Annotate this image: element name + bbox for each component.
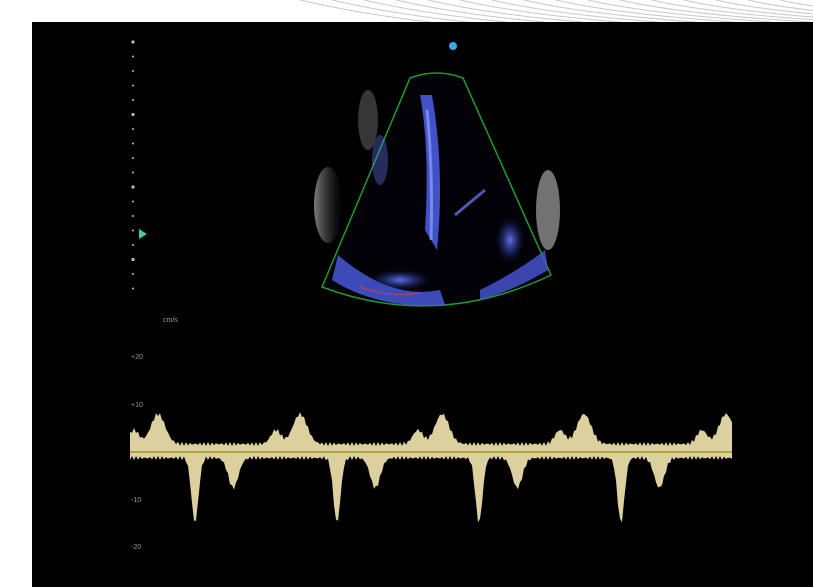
decor-line bbox=[491, 0, 659, 23]
decor-line bbox=[683, 0, 813, 18]
depth-dot bbox=[132, 142, 134, 145]
depth-dot bbox=[132, 287, 134, 290]
decor-line bbox=[363, 0, 507, 23]
decor-line bbox=[779, 0, 813, 7]
depth-dot bbox=[131, 185, 135, 189]
depth-dot bbox=[131, 257, 135, 262]
depth-markers bbox=[131, 40, 135, 290]
depth-dot bbox=[131, 112, 135, 117]
decor-line bbox=[651, 0, 813, 21]
scale-label: -10 bbox=[131, 497, 141, 504]
decor-line bbox=[715, 0, 813, 15]
decor-line bbox=[331, 0, 469, 23]
depth-dot bbox=[132, 128, 134, 130]
depth-dot bbox=[132, 84, 134, 87]
decor-line bbox=[459, 0, 621, 23]
depth-dot bbox=[132, 273, 134, 275]
depth-dot bbox=[132, 229, 134, 232]
scale-label: -20 bbox=[131, 544, 141, 551]
orientation-marker bbox=[449, 42, 457, 50]
color-flow bbox=[332, 95, 548, 306]
tissue bbox=[536, 170, 560, 250]
header-decoration bbox=[299, 0, 813, 23]
depth-dot bbox=[132, 157, 134, 159]
focus-marker bbox=[139, 229, 147, 239]
scale-label: +20 bbox=[131, 354, 143, 361]
decor-line bbox=[587, 0, 773, 23]
tissue bbox=[314, 167, 342, 243]
depth-dot bbox=[132, 171, 134, 174]
decor-line bbox=[523, 0, 697, 23]
depth-dot bbox=[132, 99, 134, 101]
depth-dot bbox=[132, 244, 134, 246]
depth-dot bbox=[132, 70, 134, 72]
scale-label: +10 bbox=[131, 402, 143, 409]
depth-dot bbox=[132, 215, 134, 217]
decor-line bbox=[395, 0, 545, 23]
depth-dot bbox=[131, 40, 135, 44]
decor-line bbox=[427, 0, 583, 23]
decor-line bbox=[619, 0, 811, 23]
velocity-unit: cm/s bbox=[163, 317, 178, 324]
depth-dot bbox=[132, 55, 134, 58]
decor-line bbox=[299, 0, 431, 23]
tissue bbox=[358, 90, 378, 150]
doppler-waveform bbox=[130, 412, 732, 523]
spectral-scale: cm/s +20 +10 -10 -20 bbox=[131, 317, 178, 551]
decor-line bbox=[555, 0, 735, 23]
decor-line bbox=[747, 0, 813, 11]
depth-dot bbox=[132, 200, 134, 203]
